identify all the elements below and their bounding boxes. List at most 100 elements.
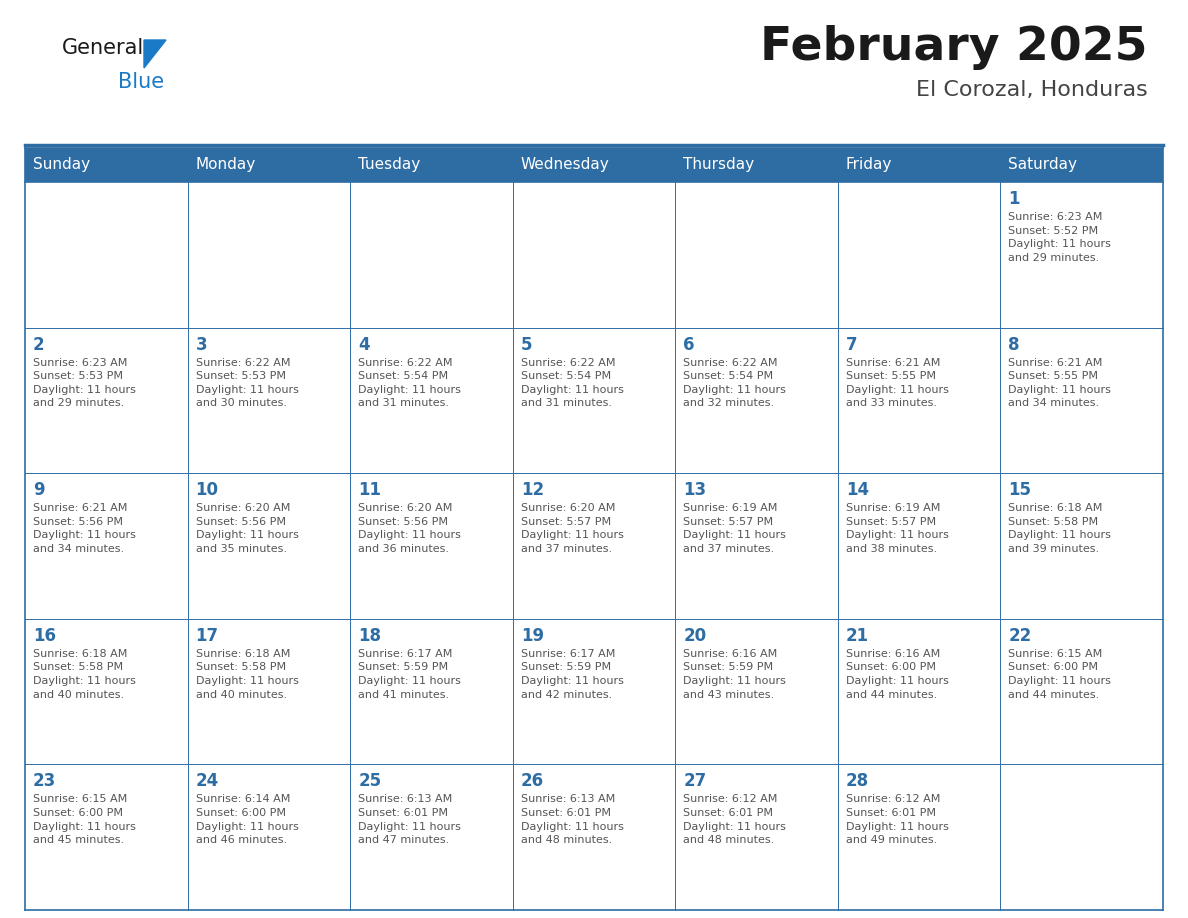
Text: Sunrise: 6:18 AM
Sunset: 5:58 PM
Daylight: 11 hours
and 40 minutes.: Sunrise: 6:18 AM Sunset: 5:58 PM Dayligh…	[33, 649, 135, 700]
Text: 11: 11	[358, 481, 381, 499]
Text: Sunrise: 6:22 AM
Sunset: 5:54 PM
Daylight: 11 hours
and 31 minutes.: Sunrise: 6:22 AM Sunset: 5:54 PM Dayligh…	[358, 358, 461, 409]
Bar	[675, 328, 838, 473]
Text: February 2025: February 2025	[760, 25, 1148, 70]
Bar	[513, 619, 675, 765]
Text: 28: 28	[846, 772, 868, 790]
Text: Sunrise: 6:23 AM
Sunset: 5:53 PM
Daylight: 11 hours
and 29 minutes.: Sunrise: 6:23 AM Sunset: 5:53 PM Dayligh…	[33, 358, 135, 409]
Bar	[1000, 148, 1163, 182]
Bar	[188, 765, 350, 910]
Bar	[838, 473, 1000, 619]
Text: Sunday: Sunday	[33, 158, 90, 173]
Text: 25: 25	[358, 772, 381, 790]
Text: Sunrise: 6:19 AM
Sunset: 5:57 PM
Daylight: 11 hours
and 37 minutes.: Sunrise: 6:19 AM Sunset: 5:57 PM Dayligh…	[683, 503, 786, 554]
Bar	[25, 328, 188, 473]
Text: Sunrise: 6:21 AM
Sunset: 5:55 PM
Daylight: 11 hours
and 33 minutes.: Sunrise: 6:21 AM Sunset: 5:55 PM Dayligh…	[846, 358, 949, 409]
Text: 17: 17	[196, 627, 219, 644]
Text: Sunrise: 6:17 AM
Sunset: 5:59 PM
Daylight: 11 hours
and 42 minutes.: Sunrise: 6:17 AM Sunset: 5:59 PM Dayligh…	[520, 649, 624, 700]
Text: Sunrise: 6:22 AM
Sunset: 5:53 PM
Daylight: 11 hours
and 30 minutes.: Sunrise: 6:22 AM Sunset: 5:53 PM Dayligh…	[196, 358, 298, 409]
Text: Sunrise: 6:20 AM
Sunset: 5:56 PM
Daylight: 11 hours
and 35 minutes.: Sunrise: 6:20 AM Sunset: 5:56 PM Dayligh…	[196, 503, 298, 554]
Text: 4: 4	[358, 336, 369, 353]
Text: Sunrise: 6:13 AM
Sunset: 6:01 PM
Daylight: 11 hours
and 47 minutes.: Sunrise: 6:13 AM Sunset: 6:01 PM Dayligh…	[358, 794, 461, 845]
Bar	[350, 619, 513, 765]
Text: Sunrise: 6:14 AM
Sunset: 6:00 PM
Daylight: 11 hours
and 46 minutes.: Sunrise: 6:14 AM Sunset: 6:00 PM Dayligh…	[196, 794, 298, 845]
Text: Sunrise: 6:22 AM
Sunset: 5:54 PM
Daylight: 11 hours
and 31 minutes.: Sunrise: 6:22 AM Sunset: 5:54 PM Dayligh…	[520, 358, 624, 409]
Text: 6: 6	[683, 336, 695, 353]
Text: 8: 8	[1009, 336, 1020, 353]
Text: 15: 15	[1009, 481, 1031, 499]
Bar	[838, 619, 1000, 765]
Text: 18: 18	[358, 627, 381, 644]
Text: Sunrise: 6:20 AM
Sunset: 5:56 PM
Daylight: 11 hours
and 36 minutes.: Sunrise: 6:20 AM Sunset: 5:56 PM Dayligh…	[358, 503, 461, 554]
Text: 22: 22	[1009, 627, 1031, 644]
Bar	[838, 148, 1000, 182]
Text: 5: 5	[520, 336, 532, 353]
Bar	[188, 473, 350, 619]
Bar	[1000, 765, 1163, 910]
Bar	[350, 765, 513, 910]
Bar	[513, 182, 675, 328]
Text: El Corozal, Honduras: El Corozal, Honduras	[916, 80, 1148, 100]
Text: Sunrise: 6:17 AM
Sunset: 5:59 PM
Daylight: 11 hours
and 41 minutes.: Sunrise: 6:17 AM Sunset: 5:59 PM Dayligh…	[358, 649, 461, 700]
Bar	[350, 328, 513, 473]
Text: 1: 1	[1009, 190, 1020, 208]
Text: 9: 9	[33, 481, 45, 499]
Text: Sunrise: 6:20 AM
Sunset: 5:57 PM
Daylight: 11 hours
and 37 minutes.: Sunrise: 6:20 AM Sunset: 5:57 PM Dayligh…	[520, 503, 624, 554]
Text: General: General	[62, 38, 144, 58]
Bar	[838, 328, 1000, 473]
Text: Tuesday: Tuesday	[358, 158, 421, 173]
Bar	[350, 473, 513, 619]
Text: 23: 23	[33, 772, 56, 790]
Bar	[25, 765, 188, 910]
Text: Sunrise: 6:18 AM
Sunset: 5:58 PM
Daylight: 11 hours
and 40 minutes.: Sunrise: 6:18 AM Sunset: 5:58 PM Dayligh…	[196, 649, 298, 700]
Text: 21: 21	[846, 627, 868, 644]
Text: Sunrise: 6:16 AM
Sunset: 6:00 PM
Daylight: 11 hours
and 44 minutes.: Sunrise: 6:16 AM Sunset: 6:00 PM Dayligh…	[846, 649, 949, 700]
Bar	[350, 182, 513, 328]
Bar	[675, 473, 838, 619]
Bar	[188, 182, 350, 328]
Text: 26: 26	[520, 772, 544, 790]
Text: Sunrise: 6:16 AM
Sunset: 5:59 PM
Daylight: 11 hours
and 43 minutes.: Sunrise: 6:16 AM Sunset: 5:59 PM Dayligh…	[683, 649, 786, 700]
Text: 12: 12	[520, 481, 544, 499]
Text: Wednesday: Wednesday	[520, 158, 609, 173]
Text: Sunrise: 6:12 AM
Sunset: 6:01 PM
Daylight: 11 hours
and 48 minutes.: Sunrise: 6:12 AM Sunset: 6:01 PM Dayligh…	[683, 794, 786, 845]
Bar	[350, 148, 513, 182]
Text: 10: 10	[196, 481, 219, 499]
Text: 7: 7	[846, 336, 858, 353]
Bar	[513, 765, 675, 910]
Bar	[188, 328, 350, 473]
Text: Sunrise: 6:21 AM
Sunset: 5:55 PM
Daylight: 11 hours
and 34 minutes.: Sunrise: 6:21 AM Sunset: 5:55 PM Dayligh…	[1009, 358, 1111, 409]
Text: 27: 27	[683, 772, 707, 790]
Bar	[838, 182, 1000, 328]
Bar	[25, 148, 188, 182]
Bar	[675, 765, 838, 910]
Text: Saturday: Saturday	[1009, 158, 1078, 173]
Bar	[513, 148, 675, 182]
Bar	[1000, 619, 1163, 765]
Text: 3: 3	[196, 336, 207, 353]
Text: Sunrise: 6:21 AM
Sunset: 5:56 PM
Daylight: 11 hours
and 34 minutes.: Sunrise: 6:21 AM Sunset: 5:56 PM Dayligh…	[33, 503, 135, 554]
Bar	[1000, 473, 1163, 619]
Text: Sunrise: 6:12 AM
Sunset: 6:01 PM
Daylight: 11 hours
and 49 minutes.: Sunrise: 6:12 AM Sunset: 6:01 PM Dayligh…	[846, 794, 949, 845]
Text: Blue: Blue	[118, 72, 164, 92]
Bar	[513, 473, 675, 619]
Text: Friday: Friday	[846, 158, 892, 173]
Text: 14: 14	[846, 481, 868, 499]
Text: 2: 2	[33, 336, 45, 353]
Text: 20: 20	[683, 627, 707, 644]
Text: Sunrise: 6:13 AM
Sunset: 6:01 PM
Daylight: 11 hours
and 48 minutes.: Sunrise: 6:13 AM Sunset: 6:01 PM Dayligh…	[520, 794, 624, 845]
Text: Sunrise: 6:15 AM
Sunset: 6:00 PM
Daylight: 11 hours
and 44 minutes.: Sunrise: 6:15 AM Sunset: 6:00 PM Dayligh…	[1009, 649, 1111, 700]
Bar	[25, 182, 188, 328]
Bar	[1000, 328, 1163, 473]
Text: 19: 19	[520, 627, 544, 644]
Bar	[675, 182, 838, 328]
Text: Sunrise: 6:18 AM
Sunset: 5:58 PM
Daylight: 11 hours
and 39 minutes.: Sunrise: 6:18 AM Sunset: 5:58 PM Dayligh…	[1009, 503, 1111, 554]
Polygon shape	[144, 40, 166, 68]
Bar	[188, 619, 350, 765]
Bar	[513, 328, 675, 473]
Bar	[675, 619, 838, 765]
Text: Sunrise: 6:23 AM
Sunset: 5:52 PM
Daylight: 11 hours
and 29 minutes.: Sunrise: 6:23 AM Sunset: 5:52 PM Dayligh…	[1009, 212, 1111, 263]
Text: Thursday: Thursday	[683, 158, 754, 173]
Bar	[838, 765, 1000, 910]
Text: 16: 16	[33, 627, 56, 644]
Bar	[25, 619, 188, 765]
